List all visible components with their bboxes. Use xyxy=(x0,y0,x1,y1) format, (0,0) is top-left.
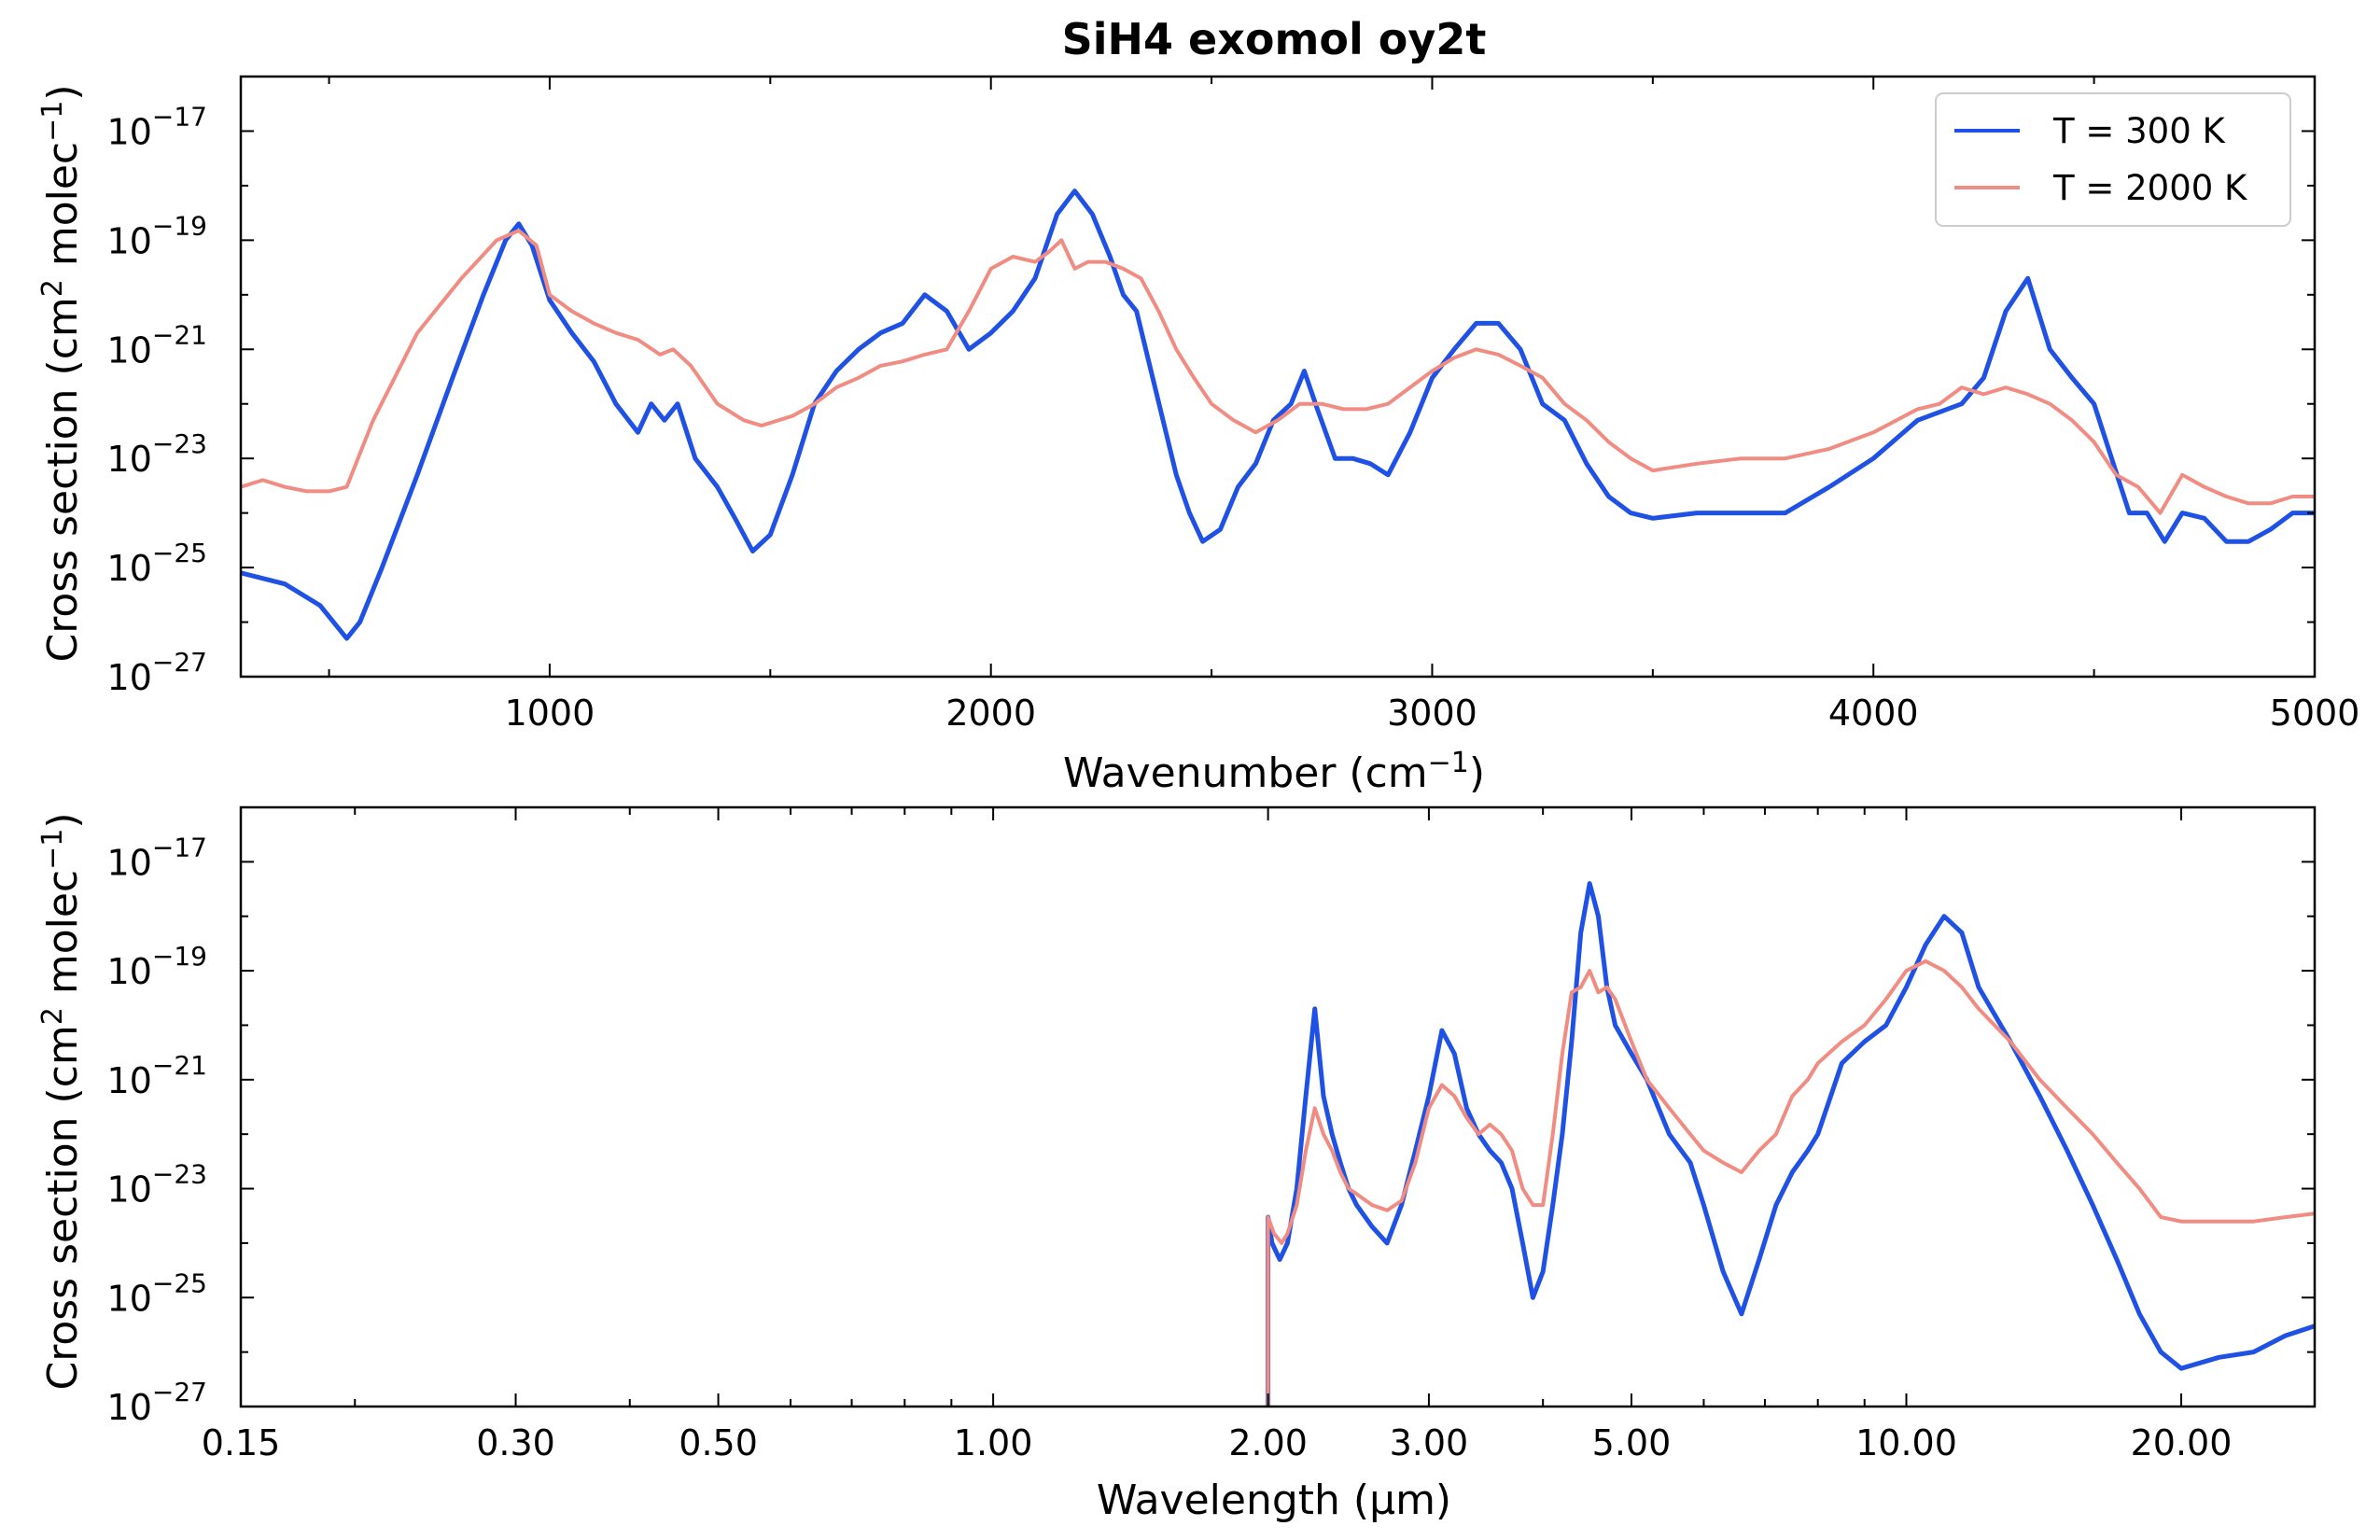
wavenumber-y-tick-label: 10−17 xyxy=(107,101,207,152)
wavelength-series-2000k-line xyxy=(1266,959,2315,1407)
wavelength-y-tick-label: 10−21 xyxy=(107,1050,207,1101)
legend: T = 300 K T = 2000 K xyxy=(1935,92,2291,227)
legend-label-300k: T = 300 K xyxy=(2052,111,2227,151)
wavelength-y-tick-label: 10−27 xyxy=(107,1377,207,1428)
wavelength-plot-area xyxy=(1266,881,2315,1407)
wavelength-x-tick-label: 10.00 xyxy=(1855,1422,1957,1463)
wavenumber-x-tick-label: 2000 xyxy=(945,693,1036,734)
wavelength-series-300k-line xyxy=(1266,881,2315,1407)
wavelength-y-axis-label: Cross section (cm2 molec−1) xyxy=(36,812,87,1390)
wavenumber-y-tick-label: 10−21 xyxy=(107,319,207,371)
wavelength-y-tick-label: 10−19 xyxy=(107,941,207,992)
wavelength-y-tick-label: 10−25 xyxy=(107,1267,207,1319)
legend-box xyxy=(1935,92,2291,227)
wavelength-axes: 10−17 10−19 10−21 10−23 10−25 10−270.15 0.30 0.… xyxy=(107,805,2317,1463)
wavenumber-plot-area xyxy=(241,189,2315,641)
wavelength-y-tick-label: 10−23 xyxy=(107,1159,207,1211)
wavelength-x-tick-label: 0.50 xyxy=(679,1422,758,1463)
wavenumber-panel: 10−17 10−19 10−21 10−23 10−25 10−27 1000 2000 30… xyxy=(36,75,2360,797)
wavenumber-x-axis-label: Wavenumber (cm−1) xyxy=(1063,747,1485,797)
wavelength-x-tick-label: 20.00 xyxy=(2131,1422,2233,1463)
wavelength-y-tick-label: 10−17 xyxy=(107,832,207,883)
wavelength-x-tick-label: 5.00 xyxy=(1592,1422,1672,1463)
chart-title: SiH4 exomol oy2t xyxy=(1062,14,1487,64)
wavenumber-series-2000k-line xyxy=(241,229,2315,515)
wavelength-x-tick-label: 0.30 xyxy=(476,1422,555,1463)
wavenumber-series-300k-line xyxy=(241,189,2315,641)
wavelength-x-axis-label: Wavelength (µm) xyxy=(1097,1477,1451,1524)
wavelength-x-tick-label: 3.00 xyxy=(1390,1422,1469,1463)
wavenumber-y-axis-label: Cross section (cm2 molec−1) xyxy=(36,84,87,662)
wavenumber-x-tick-label: 1000 xyxy=(505,693,595,734)
wavenumber-y-tick-label: 10−23 xyxy=(107,428,207,480)
wavenumber-y-tick-label: 10−19 xyxy=(107,210,207,261)
wavelength-x-tick-label: 1.00 xyxy=(954,1422,1033,1463)
wavenumber-y-tick-label: 10−25 xyxy=(107,538,207,589)
wavenumber-x-tick-label: 3000 xyxy=(1387,693,1477,734)
wavenumber-axes-frame xyxy=(239,75,2317,679)
wavelength-axes-frame xyxy=(239,805,2317,1408)
wavenumber-x-tick-label: 5000 xyxy=(2270,693,2360,734)
wavenumber-x-tick-label: 4000 xyxy=(1828,693,1919,734)
wavenumber-axes: 10−17 10−19 10−21 10−23 10−25 10−27 1000 2000 30… xyxy=(107,75,2360,734)
wavenumber-y-tick-label: 10−27 xyxy=(107,647,207,698)
wavelength-x-tick-label: 2.00 xyxy=(1228,1422,1308,1463)
legend-label-2000k: T = 2000 K xyxy=(2052,168,2248,208)
wavelength-panel: 10−17 10−19 10−21 10−23 10−25 10−270.15 0.30 0.… xyxy=(36,805,2317,1524)
wavelength-x-tick-label: 0.15 xyxy=(202,1422,281,1463)
